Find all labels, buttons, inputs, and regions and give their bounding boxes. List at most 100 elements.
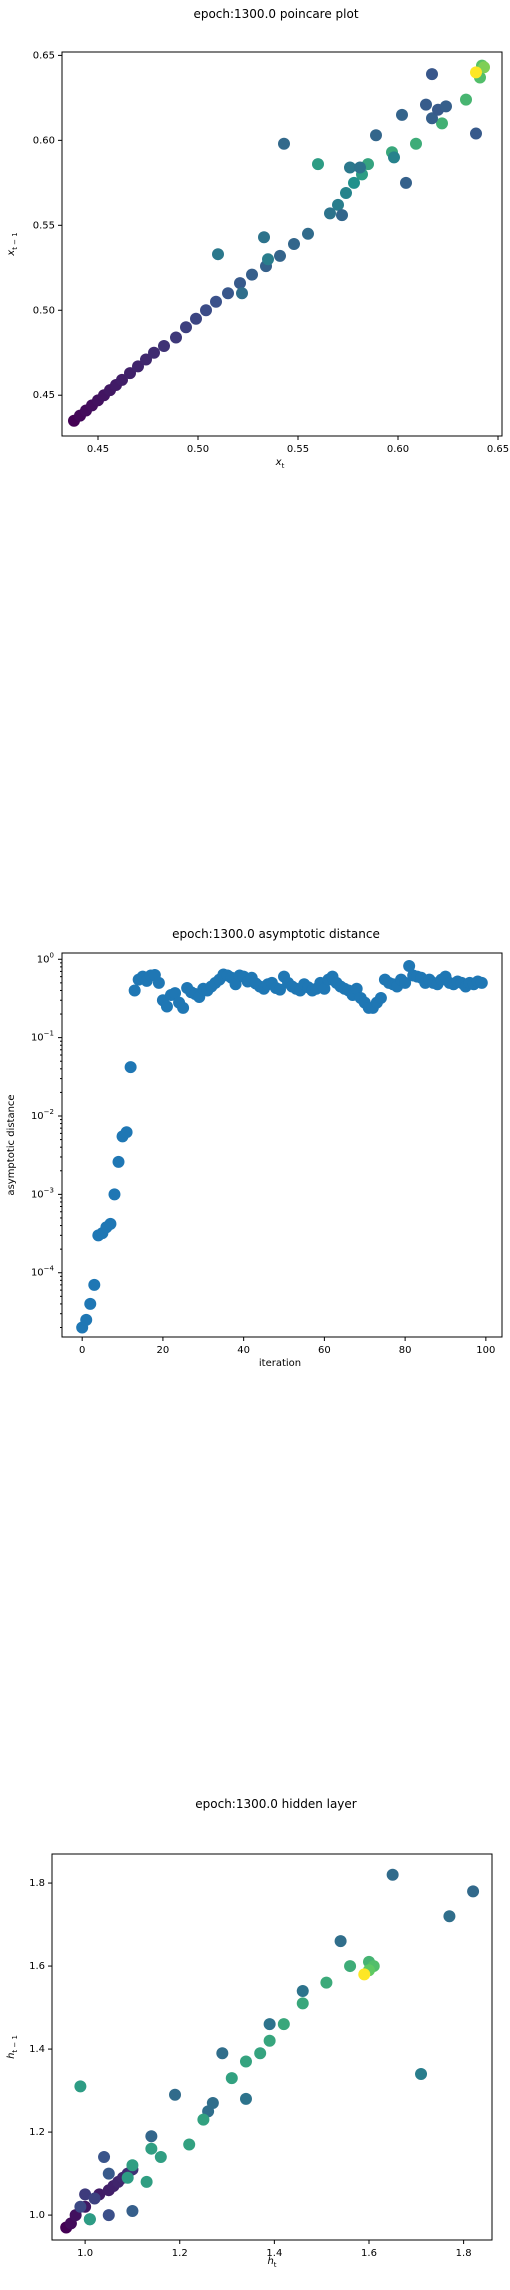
asymptotic-points [76, 960, 488, 1334]
asymptotic-x-label: iteration [259, 1358, 301, 1369]
hidden-point [443, 1910, 456, 1923]
poincare-point [396, 108, 408, 121]
poincare-point [222, 287, 234, 300]
asymptotic-point [273, 983, 286, 996]
poincare-point [420, 98, 432, 111]
asymptotic-point [108, 1188, 121, 1201]
hidden-point [121, 2171, 134, 2184]
asymptotic-point [177, 1001, 190, 1014]
asymptotic-x-tick-label: 40 [237, 1345, 250, 1356]
poincare-point [140, 353, 152, 366]
poincare-x-tick-label: 0.65 [487, 444, 509, 455]
hidden-x-tick-label: 1.6 [361, 2248, 377, 2259]
asymptotic-point [124, 1061, 137, 1074]
asymptotic-point [318, 982, 331, 995]
poincare-point [200, 304, 212, 317]
hidden-point [74, 2080, 87, 2093]
poincare-point [170, 331, 182, 344]
poincare-point [370, 129, 382, 142]
hidden-y-tick-label: 1.6 [29, 1961, 45, 1972]
asymptotic-x-tick-label: 60 [318, 1345, 331, 1356]
asymptotic-point [169, 987, 182, 1000]
poincare-point [158, 339, 170, 352]
asymptotic-point [350, 982, 363, 995]
poincare-point [132, 360, 144, 373]
asymptotic-y-tick-label: 100 [37, 951, 54, 965]
hidden-x-tick-label: 1.4 [266, 2248, 282, 2259]
poincare-point [426, 68, 438, 81]
poincare-point [400, 176, 412, 189]
hidden-point [83, 2213, 96, 2226]
poincare-point [302, 227, 314, 240]
asymptotic-point [84, 1297, 97, 1310]
hidden-point [254, 2047, 267, 2060]
poincare-y-label: xt − 1 [6, 232, 19, 256]
hidden-point [296, 1984, 309, 1997]
poincare-point [312, 158, 324, 171]
hidden-y-tick-label: 1.8 [29, 1878, 45, 1889]
poincare-point [246, 268, 258, 281]
hidden-x-tick-label: 1.8 [456, 2248, 472, 2259]
asymptotic-distance-plot: epoch:1300.0 asymptotic distance 0 20 40 60… [6, 927, 503, 1369]
hidden-point [296, 1997, 309, 2010]
poincare-point [262, 253, 274, 266]
hidden-point [263, 2034, 276, 2047]
hidden-point [145, 2142, 158, 2155]
poincare-y-tick-label: 0.50 [33, 305, 55, 316]
asymptotic-point [112, 1155, 125, 1168]
hidden-point [263, 2018, 276, 2031]
poincare-point [234, 277, 246, 290]
hidden-point [154, 2150, 167, 2163]
poincare-point [440, 100, 452, 113]
poincare-y-ticks: 0.45 0.50 0.55 0.60 0.65 [33, 50, 62, 401]
poincare-point [180, 321, 192, 334]
asymptotic-x-tick-label: 20 [157, 1345, 170, 1356]
poincare-point [340, 187, 352, 200]
poincare-point [410, 137, 422, 150]
hidden-y-ticks: 1.0 1.2 1.4 1.6 1.8 [29, 1878, 52, 2221]
asymptotic-point [120, 1126, 133, 1139]
hidden-y-tick-label: 1.2 [29, 2127, 45, 2138]
asymptotic-x-ticks: 0 20 40 60 80 100 [79, 1337, 495, 1356]
asymptotic-point [88, 1278, 101, 1291]
hidden-y-label: ht − 1 [6, 2035, 19, 2059]
hidden-point [197, 2113, 210, 2126]
hidden-point [216, 2047, 229, 2060]
poincare-point [190, 312, 202, 325]
asymptotic-y-tick-label: 10−3 [31, 1186, 54, 1200]
poincare-point [278, 137, 290, 150]
poincare-point [344, 161, 356, 174]
hidden-point [102, 2209, 115, 2222]
poincare-point [470, 127, 482, 140]
hidden-point [145, 2130, 158, 2143]
asymptotic-title: epoch:1300.0 asymptotic distance [172, 927, 380, 941]
asymptotic-point [128, 984, 141, 997]
hidden-point [126, 2204, 139, 2217]
asymptotic-point [374, 992, 387, 1005]
poincare-point [426, 112, 438, 125]
hidden-point [386, 1868, 399, 1881]
hidden-layer-frame [51, 1853, 493, 2241]
poincare-x-tick-label: 0.55 [287, 444, 309, 455]
poincare-points [68, 59, 490, 427]
hidden-point [98, 2150, 111, 2163]
asymptotic-frame [61, 952, 503, 1338]
asymptotic-point [104, 1217, 117, 1230]
hidden-point [140, 2175, 153, 2188]
poincare-x-tick-label: 0.60 [387, 444, 409, 455]
hidden-layer-title: epoch:1300.0 hidden layer [195, 1797, 357, 1811]
hidden-points [60, 1868, 480, 2234]
poincare-point [436, 117, 448, 130]
hidden-point [225, 2072, 238, 2085]
poincare-point [348, 176, 360, 189]
poincare-point [210, 295, 222, 308]
poincare-point [274, 249, 286, 262]
hidden-point [344, 1960, 357, 1973]
poincare-point [212, 248, 224, 261]
poincare-plot: epoch:1300.0 poincare plot 0.45 0.50 0.55 0… [6, 7, 509, 470]
hidden-point [358, 1968, 371, 1981]
poincare-point [116, 373, 128, 386]
asymptotic-y-tick-label: 10−4 [31, 1265, 55, 1279]
hidden-x-label: ht [267, 2256, 276, 2269]
asymptotic-point [475, 976, 488, 989]
